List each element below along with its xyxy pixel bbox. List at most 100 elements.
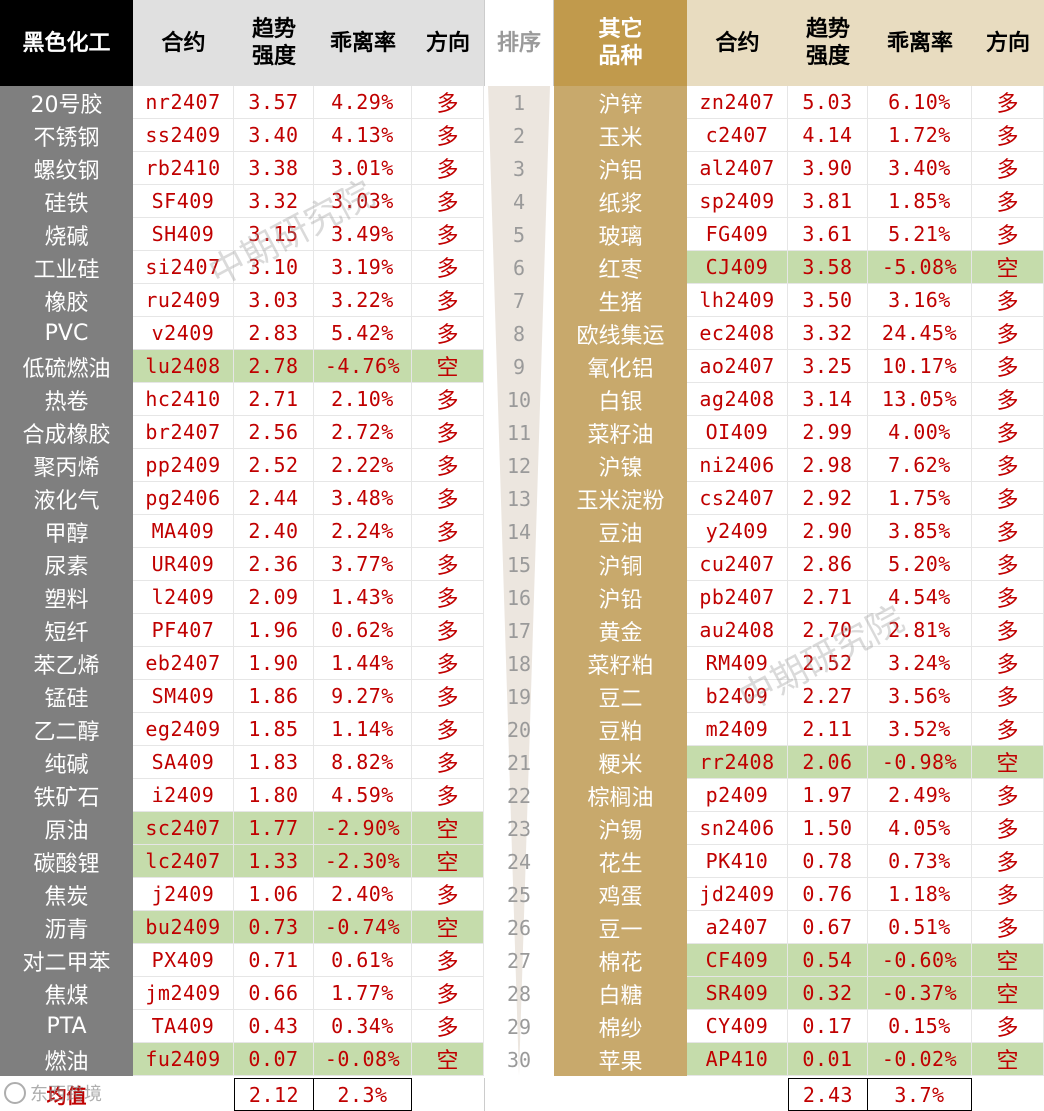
right-commodity-name: 沪锡 (598, 818, 643, 844)
left-trend-strength: 2.83 (234, 317, 314, 350)
right-deviation-rate: 13.05% (868, 383, 972, 416)
right-trend-strength: 2.99 (788, 416, 868, 449)
left-trend-strength: 0.43 (234, 1010, 314, 1043)
left-direction: 多 (412, 284, 484, 317)
right-commodity-name: 鸡蛋 (598, 884, 643, 910)
left-contract-code: SH409 (133, 218, 234, 251)
left-commodity-name: PVC (44, 321, 89, 346)
left-direction: 空 (412, 911, 484, 944)
right-direction: 多 (972, 878, 1044, 911)
right-deviation-rate: 6.10% (868, 86, 972, 119)
left-commodity-name: PTA (46, 1014, 87, 1039)
left-deviation-rate: -0.08% (314, 1043, 412, 1076)
right-trend-strength: 0.78 (788, 845, 868, 878)
table-row: 碳酸锂 lc2407 1.33 -2.30% 空 24 花生 PK410 0.78 0.73% 多 (0, 845, 1044, 878)
footer-right-avg-strength: 2.43 (788, 1078, 868, 1111)
right-direction: 多 (972, 350, 1044, 383)
right-contract-code: sn2406 (687, 812, 788, 845)
left-contract-code: fu2409 (133, 1043, 234, 1076)
left-category-column-bg (0, 86, 133, 1076)
left-trend-strength: 1.80 (234, 779, 314, 812)
footer-left-avg-deviation: 2.3% (314, 1078, 412, 1111)
right-commodity-name: 黄金 (598, 620, 643, 646)
left-deviation-rate: 3.22% (314, 284, 412, 317)
right-trend-strength: 2.06 (788, 746, 868, 779)
left-deviation-rate: 3.48% (314, 482, 412, 515)
rank-number: 11 (506, 420, 532, 445)
left-trend-strength: 1.96 (234, 614, 314, 647)
right-trend-strength: 0.54 (788, 944, 868, 977)
right-direction: 多 (972, 449, 1044, 482)
right-deviation-rate: 1.85% (868, 185, 972, 218)
right-direction: 空 (972, 746, 1044, 779)
left-contract-code: eb2407 (133, 647, 234, 680)
left-commodity-name: 焦煤 (44, 983, 89, 1009)
left-commodity-name: 原油 (44, 818, 89, 844)
right-contract-code: ag2408 (687, 383, 788, 416)
left-commodity-name: 工业硅 (33, 257, 100, 283)
left-contract-code: jm2409 (133, 977, 234, 1010)
left-deviation-rate: 4.29% (314, 86, 412, 119)
rank-number: 24 (506, 849, 532, 874)
left-commodity-name: 纯碱 (44, 752, 89, 778)
left-direction: 空 (412, 350, 484, 383)
left-contract-code: PX409 (133, 944, 234, 977)
right-direction: 空 (972, 1043, 1044, 1076)
right-commodity-name: 苹果 (598, 1049, 643, 1075)
left-trend-strength: 3.38 (234, 152, 314, 185)
table-row: 烧碱 SH409 3.15 3.49% 多 5 玻璃 FG409 3.61 5.21% 多 (0, 218, 1044, 251)
right-trend-strength: 1.50 (788, 812, 868, 845)
table-row: 液化气 pg2406 2.44 3.48% 多 13 玉米淀粉 cs2407 2.92 1.75%… (0, 482, 1044, 515)
left-direction: 多 (412, 416, 484, 449)
right-trend-strength: 2.70 (788, 614, 868, 647)
left-deviation-rate: 2.10% (314, 383, 412, 416)
right-direction: 多 (972, 1010, 1044, 1043)
left-trend-strength: 2.44 (234, 482, 314, 515)
right-deviation-rate: 3.52% (868, 713, 972, 746)
left-contract-code: pg2406 (133, 482, 234, 515)
footer-average-label: 均值 (46, 1084, 87, 1108)
left-commodity-name: 烧碱 (44, 224, 89, 250)
rank-number: 5 (512, 222, 526, 247)
left-deviation-rate: 3.19% (314, 251, 412, 284)
right-direction: 多 (972, 515, 1044, 548)
left-contract-code: ss2409 (133, 119, 234, 152)
left-deviation-rate: 1.43% (314, 581, 412, 614)
right-direction: 空 (972, 944, 1044, 977)
left-contract-code: sc2407 (133, 812, 234, 845)
left-commodity-name: 燃油 (44, 1049, 89, 1075)
right-direction: 多 (972, 185, 1044, 218)
rank-number: 2 (512, 123, 526, 148)
left-trend-strength: 3.40 (234, 119, 314, 152)
left-direction: 多 (412, 944, 484, 977)
left-deviation-rate: 4.13% (314, 119, 412, 152)
left-commodity-name: 硅铁 (44, 191, 89, 217)
left-contract-code: TA409 (133, 1010, 234, 1043)
left-deviation-rate: 1.44% (314, 647, 412, 680)
right-commodity-name: 豆粕 (598, 719, 643, 745)
right-trend-strength: 0.17 (788, 1010, 868, 1043)
table-row: 纯碱 SA409 1.83 8.82% 多 21 粳米 rr2408 2.06 -0.98% 空 (0, 746, 1044, 779)
right-direction: 多 (972, 581, 1044, 614)
right-contract-code: CY409 (687, 1010, 788, 1043)
right-commodity-name: 豆一 (598, 917, 643, 943)
right-contract-code: a2407 (687, 911, 788, 944)
right-contract-code: al2407 (687, 152, 788, 185)
left-direction: 空 (412, 1043, 484, 1076)
right-commodity-name: 棉花 (598, 950, 643, 976)
right-commodity-name: 生猪 (598, 290, 643, 316)
left-direction: 多 (412, 614, 484, 647)
right-commodity-name: 豆二 (598, 686, 643, 712)
left-deviation-rate: -0.74% (314, 911, 412, 944)
right-deviation-rate: 3.56% (868, 680, 972, 713)
right-trend-strength: 0.76 (788, 878, 868, 911)
right-trend-strength: 2.98 (788, 449, 868, 482)
right-deviation-rate: 0.73% (868, 845, 972, 878)
right-deviation-rate: 3.40% (868, 152, 972, 185)
left-contract-code: pp2409 (133, 449, 234, 482)
left-trend-strength: 3.15 (234, 218, 314, 251)
right-commodity-name: 纸浆 (598, 191, 643, 217)
rank-number: 1 (512, 90, 526, 115)
right-trend-strength: 3.58 (788, 251, 868, 284)
